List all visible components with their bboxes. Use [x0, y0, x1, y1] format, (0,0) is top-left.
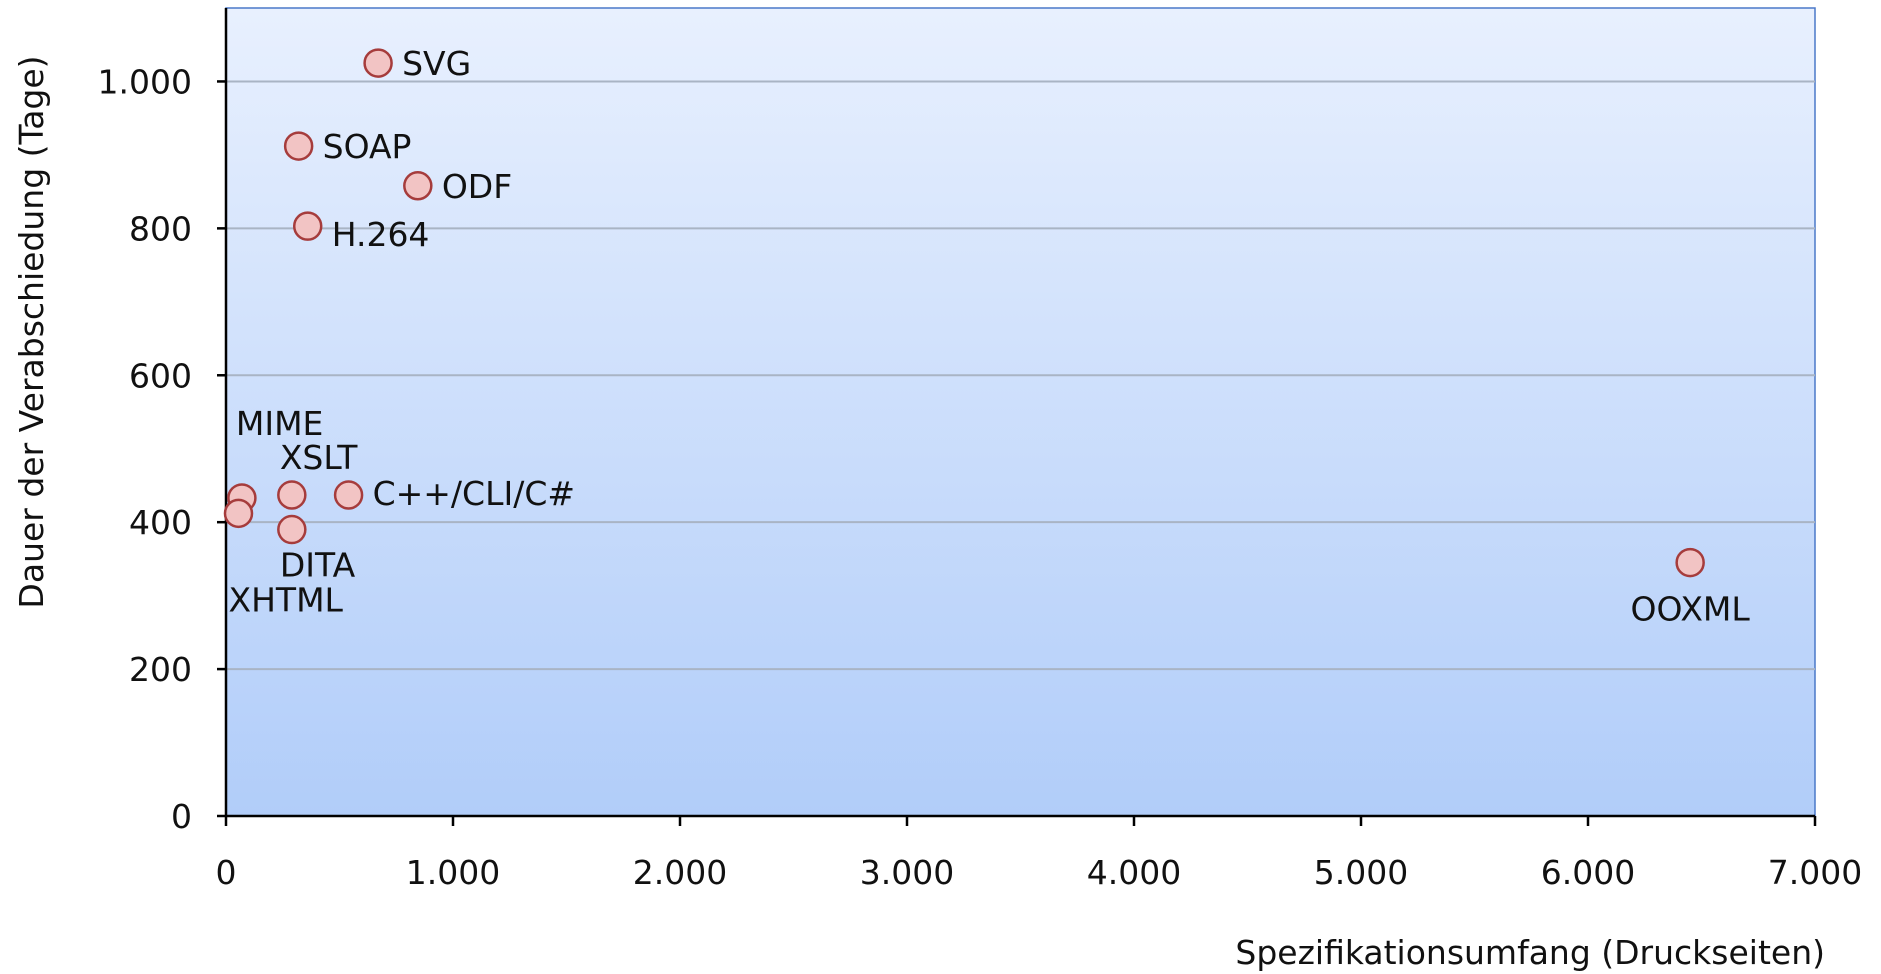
point-label: MIME — [236, 404, 324, 443]
point-label: SOAP — [323, 127, 412, 166]
x-tick-label: 3.000 — [860, 853, 954, 892]
data-point — [277, 514, 307, 545]
y-tick-label: 1.000 — [98, 62, 192, 101]
point-label: ODF — [442, 167, 512, 206]
data-point — [283, 131, 314, 161]
y-tick-label: 0 — [171, 797, 192, 836]
data-point — [277, 480, 307, 510]
data-point — [403, 171, 433, 201]
x-axis-title: Spezifikationsumfang (Druckseiten) — [1235, 933, 1825, 972]
data-points — [223, 48, 1705, 578]
x-tick-label: 5.000 — [1314, 853, 1408, 892]
point-label: SVG — [402, 44, 471, 83]
plot-area — [225, 7, 1816, 817]
axes — [217, 8, 1817, 826]
x-tick-label: 1.000 — [406, 853, 500, 892]
point-label: H.264 — [332, 215, 430, 254]
point-label: DITA — [280, 546, 356, 585]
y-tick-label: 200 — [129, 650, 192, 689]
point-label: XHTML — [228, 580, 343, 619]
y-tick-label: 600 — [129, 356, 192, 395]
x-tick-label: 4.000 — [1087, 853, 1181, 892]
x-tick-label: 7.000 — [1768, 853, 1862, 892]
tick-labels: 0 200 400 600 800 1.000 0 1.000 2.000 3.000 4.000 5… — [98, 62, 1863, 892]
point-label: XSLT — [280, 438, 358, 477]
data-point — [363, 48, 393, 78]
y-tick-label: 400 — [129, 503, 192, 542]
data-point — [333, 480, 364, 510]
y-tick-label: 800 — [129, 209, 192, 248]
data-point — [292, 211, 323, 241]
y-axis-title: Dauer der Verabschiedung (Tage) — [12, 55, 51, 608]
x-tick-label: 0 — [216, 853, 237, 892]
x-tick-label: 2.000 — [633, 853, 727, 892]
data-point — [1675, 547, 1705, 578]
point-label: OOXML — [1630, 590, 1750, 629]
data-point — [223, 498, 254, 529]
x-tick-label: 6.000 — [1541, 853, 1635, 892]
point-label: C++/CLI/C# — [373, 474, 575, 513]
gridlines — [226, 80, 1815, 671]
